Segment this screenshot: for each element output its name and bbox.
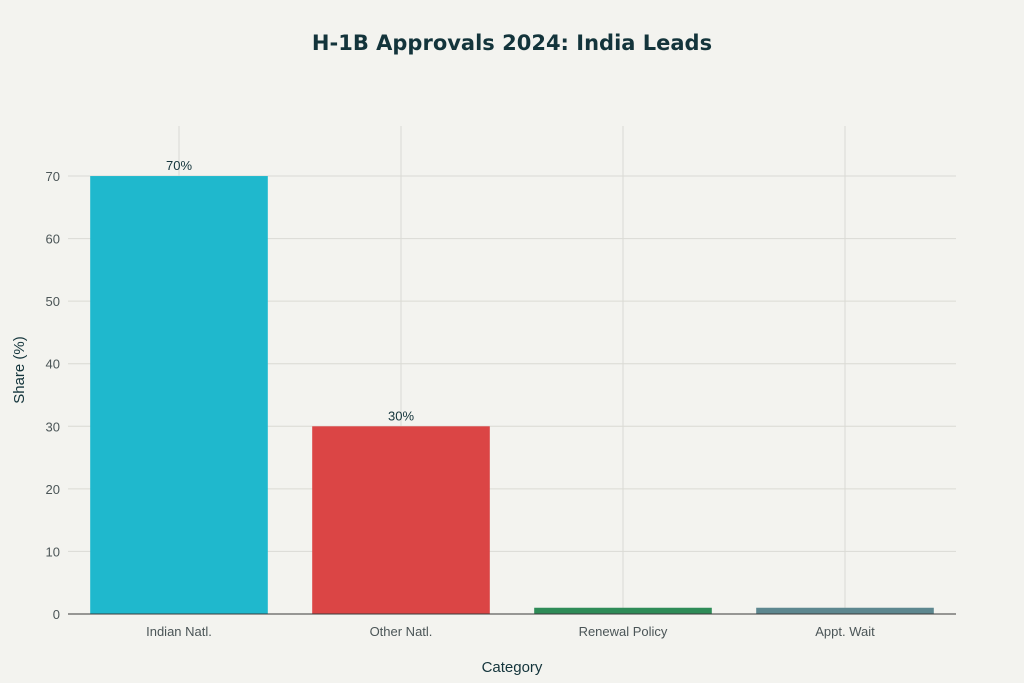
data-label: 70%: [166, 158, 192, 173]
labels: 70% 30%: [166, 158, 414, 423]
bar: [90, 176, 268, 615]
y-tick-label: 20: [46, 482, 60, 497]
y-tick-label: 60: [46, 232, 60, 247]
y-tick-label: 40: [46, 357, 60, 372]
x-axis-title: Category: [482, 659, 543, 676]
data-label: 30%: [388, 408, 414, 423]
bars: [90, 176, 934, 615]
bar: [756, 607, 934, 614]
y-tick-label: 30: [46, 419, 60, 434]
x-tick-label: Indian Natl.: [146, 624, 212, 639]
chart-title: H-1B Approvals 2024: India Leads: [312, 31, 712, 55]
x-tick-label: Appt. Wait: [815, 624, 875, 639]
bar: [534, 607, 712, 614]
axes: 0 10 20 30 40 50 60 70 Indian Natl. Other Natl. Re…: [46, 169, 956, 639]
x-tick-label: Other Natl.: [370, 624, 433, 639]
y-tick-label: 70: [46, 169, 60, 184]
bar: [312, 426, 490, 614]
y-tick-label: 0: [53, 607, 60, 622]
y-tick-label: 50: [46, 294, 60, 309]
y-tick-label: 10: [46, 544, 60, 559]
y-axis-title: Share (%): [11, 336, 28, 404]
x-tick-label: Renewal Policy: [579, 624, 668, 639]
